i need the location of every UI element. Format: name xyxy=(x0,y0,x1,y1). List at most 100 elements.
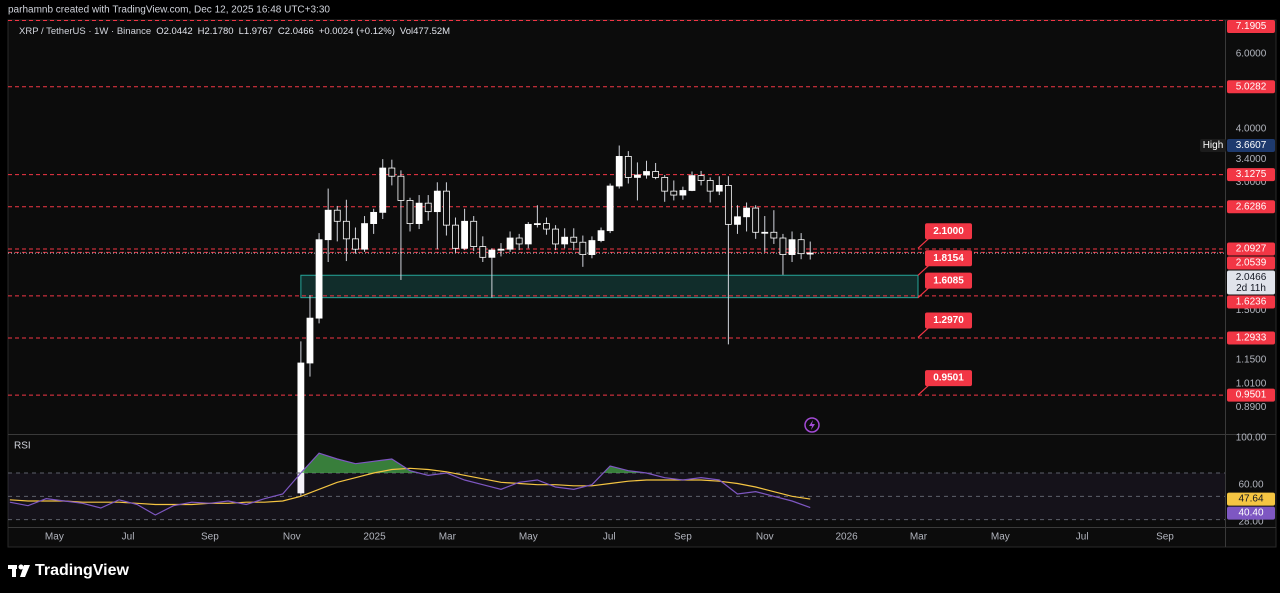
high-tag xyxy=(1227,138,1275,152)
level-tag-label: 5.0282 xyxy=(1236,81,1267,92)
logo-part[interactable] xyxy=(18,564,24,570)
y-tick-label: 1.1500 xyxy=(1236,354,1267,365)
candle-body xyxy=(752,207,760,233)
x-tick-label: Mar xyxy=(910,532,928,543)
callout-box xyxy=(925,223,972,240)
candle-body xyxy=(652,171,660,178)
logo-text[interactable]: TradingView xyxy=(35,562,130,579)
x-tick-label: Sep xyxy=(674,532,692,543)
candle-body xyxy=(397,175,405,201)
y-tick-label: 6.0000 xyxy=(1236,49,1267,60)
rsi-tag xyxy=(1227,492,1275,506)
candle-body xyxy=(552,228,559,245)
level-tag xyxy=(1227,168,1275,182)
candle-body xyxy=(797,239,805,255)
candle-body xyxy=(379,167,387,213)
candle-body xyxy=(624,156,632,178)
candle-body xyxy=(524,223,532,245)
candle-body xyxy=(506,237,514,250)
candle-body xyxy=(433,190,441,213)
x-tick-label: May xyxy=(45,532,64,543)
candle-body xyxy=(297,362,305,494)
candle-body xyxy=(333,209,341,222)
symbol-legend: XRP / TetherUS · 1W · Binance O2.0442 H2.1… xyxy=(19,26,450,37)
x-tick-label: Jul xyxy=(603,532,616,543)
candle-body xyxy=(615,156,623,187)
candle-body xyxy=(679,190,687,196)
high-name: High xyxy=(1203,140,1224,151)
rsi-tick-label: 60.00 xyxy=(1238,479,1263,490)
x-tick-label: Sep xyxy=(201,532,219,543)
x-tick-label: 2025 xyxy=(363,532,386,543)
candle-body xyxy=(806,252,814,255)
candle-body xyxy=(788,239,796,255)
level-tag xyxy=(1227,200,1275,214)
ohlc-value: Vol477.52M xyxy=(400,26,450,37)
x-tick-label: Jul xyxy=(122,532,135,543)
chart-panel xyxy=(7,19,1277,548)
countdown-label: 2d 11h xyxy=(1236,283,1266,294)
rsi-overbought-fill xyxy=(9,453,811,473)
level-tag xyxy=(1227,331,1275,345)
rsi-tick-label: 100.00 xyxy=(1236,433,1267,444)
candle-body xyxy=(715,185,723,192)
alert-icon[interactable] xyxy=(804,417,820,433)
candle-body xyxy=(724,185,732,225)
logo-part[interactable] xyxy=(12,565,16,577)
ohlc-value: H2.1780 xyxy=(198,26,234,37)
callout-box xyxy=(925,370,972,387)
x-tick-label: May xyxy=(991,532,1010,543)
x-tick-label: Nov xyxy=(756,532,774,543)
candle-body xyxy=(324,209,332,241)
callout-label: 0.9501 xyxy=(933,373,964,384)
alert-circle[interactable] xyxy=(804,417,820,433)
candle-body xyxy=(515,237,523,245)
candle-body xyxy=(697,175,705,181)
y-tick-label: 1.0100 xyxy=(1236,378,1267,389)
y-tick-label: 3.0000 xyxy=(1236,177,1267,188)
callout-box xyxy=(925,312,972,329)
candle-body xyxy=(579,241,587,255)
callout-box xyxy=(925,250,972,267)
level-tag xyxy=(1227,242,1275,256)
y-tick-label: 4.0000 xyxy=(1236,124,1267,135)
level-tag-label: 3.1275 xyxy=(1236,169,1267,180)
callout-label: 1.6085 xyxy=(933,275,964,286)
candle-body xyxy=(588,240,596,255)
y-tick-label: 1.5000 xyxy=(1236,305,1267,316)
rsi-tick-label: 28.00 xyxy=(1238,517,1263,528)
candle-body xyxy=(734,216,741,225)
candle-body xyxy=(570,236,578,243)
header-text: parhamnb created with TradingView.com, D… xyxy=(8,5,330,16)
candle-body xyxy=(470,220,478,247)
candle-body xyxy=(306,317,314,364)
x-tick-label: Jul xyxy=(1076,532,1089,543)
candle-body xyxy=(706,180,714,192)
level-tag xyxy=(1227,80,1275,94)
alert-bolt[interactable] xyxy=(809,420,815,430)
high-name-box xyxy=(1200,138,1226,152)
candle-body xyxy=(461,220,469,249)
y-tick-label: 3.4000 xyxy=(1236,154,1267,165)
level-tag xyxy=(1227,388,1275,402)
level-tag xyxy=(1227,256,1275,270)
level-tag-label: 0.9501 xyxy=(1236,390,1267,401)
level-tag-label: 2.0539 xyxy=(1236,258,1267,269)
x-tick-label: May xyxy=(519,532,538,543)
high-tag-label: 3.6607 xyxy=(1236,140,1267,151)
candle-body xyxy=(634,174,641,178)
logo-part[interactable] xyxy=(20,565,30,577)
candle-body xyxy=(606,185,614,232)
callout-label: 1.2970 xyxy=(933,315,964,326)
candle-body xyxy=(661,177,669,192)
logo[interactable]: TradingView xyxy=(8,562,130,579)
candle-body xyxy=(670,190,678,196)
rsi-line xyxy=(9,467,811,506)
callout-box xyxy=(925,272,972,289)
candle-body xyxy=(688,175,696,191)
candle-body xyxy=(743,207,750,218)
rsi-line xyxy=(9,452,811,516)
candle-body xyxy=(415,202,423,224)
level-tag-label: 2.0927 xyxy=(1236,244,1267,255)
